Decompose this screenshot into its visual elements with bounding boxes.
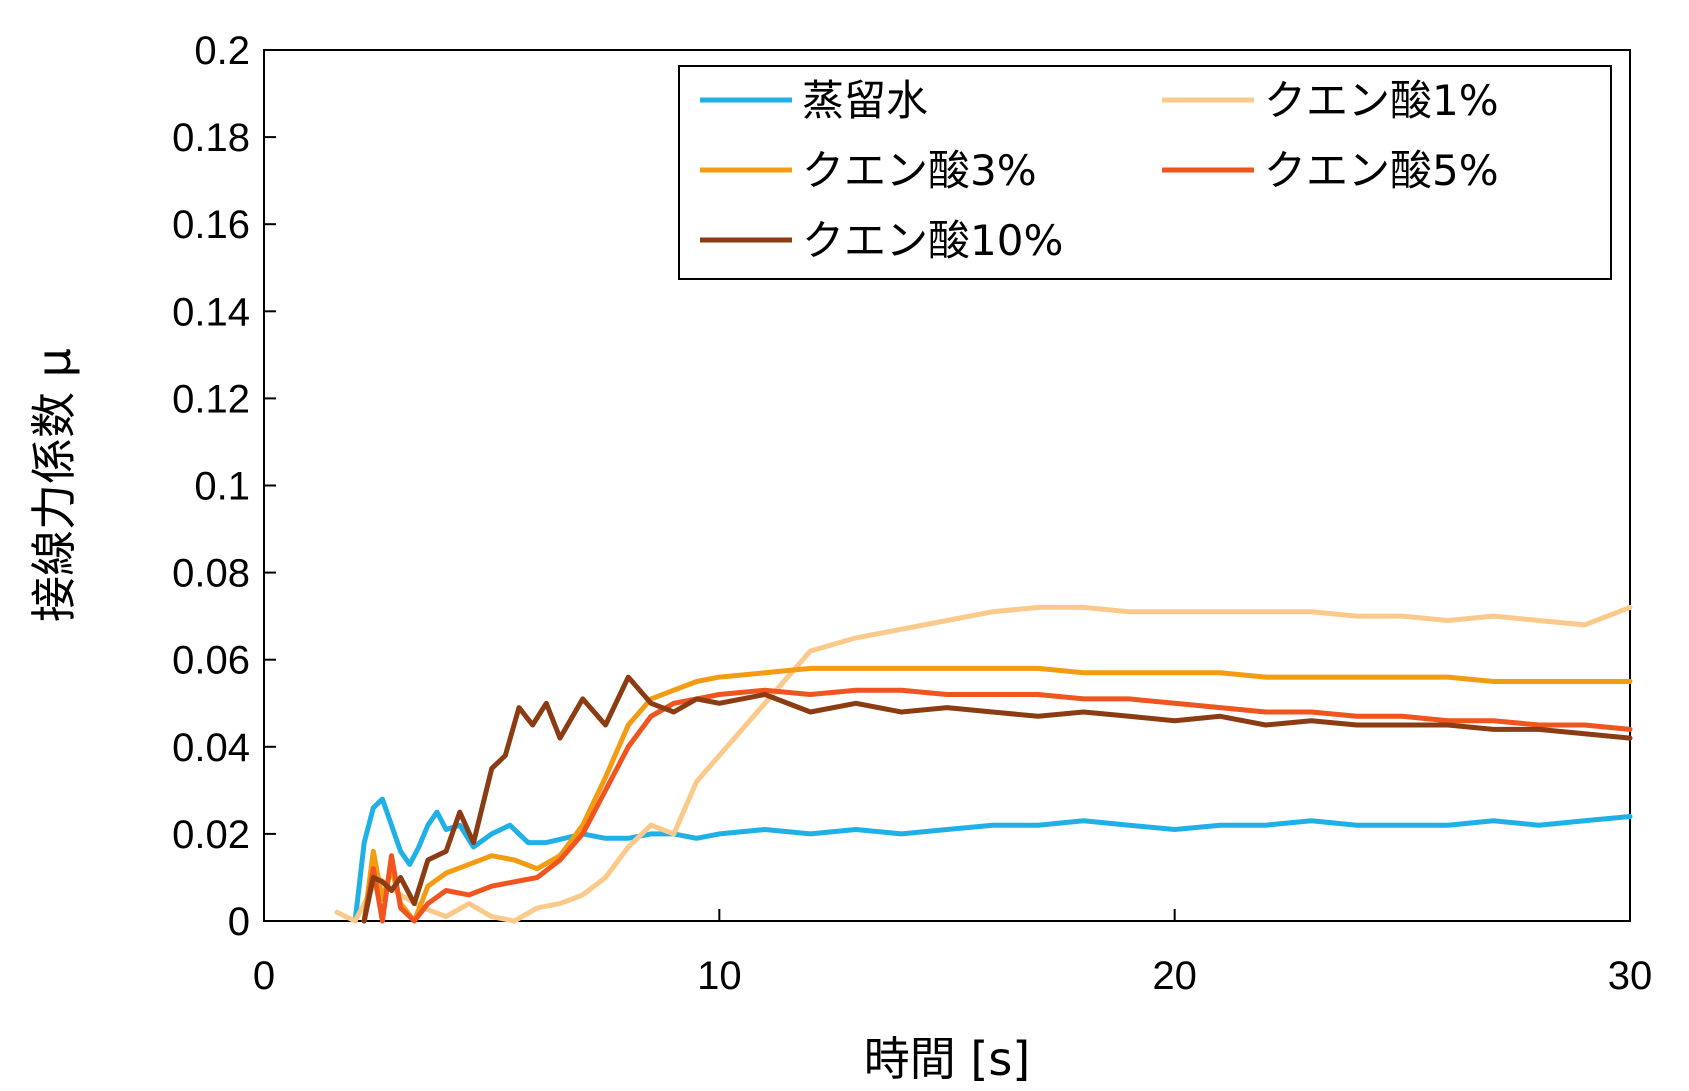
y-tick-label: 0.02: [172, 813, 250, 857]
y-tick-label: 0.16: [172, 203, 250, 247]
x-tick-label: 10: [697, 954, 742, 998]
y-tick-label: 0.06: [172, 639, 250, 683]
x-axis-title: 時間 [s]: [864, 1032, 1030, 1086]
x-tick-label: 30: [1608, 954, 1653, 998]
legend-label: クエン酸1%: [1264, 76, 1499, 125]
x-tick-label: 0: [253, 954, 275, 998]
legend: 蒸留水 クエン酸1% クエン酸3% クエン酸5% クエン酸10%: [678, 65, 1612, 280]
series-line-4: [361, 674, 1633, 924]
x-axis: 0 10 20 30: [253, 909, 1652, 998]
y-tick-label: 0.2: [194, 29, 250, 73]
legend-label: クエン酸10%: [802, 216, 1063, 265]
y-tick-label: 0: [228, 900, 250, 944]
x-tick-label: 20: [1152, 954, 1197, 998]
series-line-2: [361, 665, 1633, 924]
y-tick-label: 0.04: [172, 726, 250, 770]
legend-box: [678, 65, 1612, 280]
y-tick-label: 0.18: [172, 116, 250, 160]
y-tick-label: 0.08: [172, 552, 250, 596]
legend-label: クエン酸3%: [802, 146, 1037, 195]
y-tick-label: 0.14: [172, 290, 250, 334]
y-axis-title: 接線力係数 μ: [27, 348, 81, 622]
series-lines: [334, 604, 1633, 924]
y-tick-label: 0.1: [194, 465, 250, 509]
legend-label: クエン酸5%: [1264, 146, 1499, 195]
series-line-3: [361, 687, 1633, 924]
y-tick-label: 0.12: [172, 377, 250, 421]
legend-label: 蒸留水: [802, 76, 928, 125]
y-axis: 0 0.02 0.04 0.06 0.08 0.1 0.12 0.14 0.16 0.18 0.2: [172, 29, 276, 944]
